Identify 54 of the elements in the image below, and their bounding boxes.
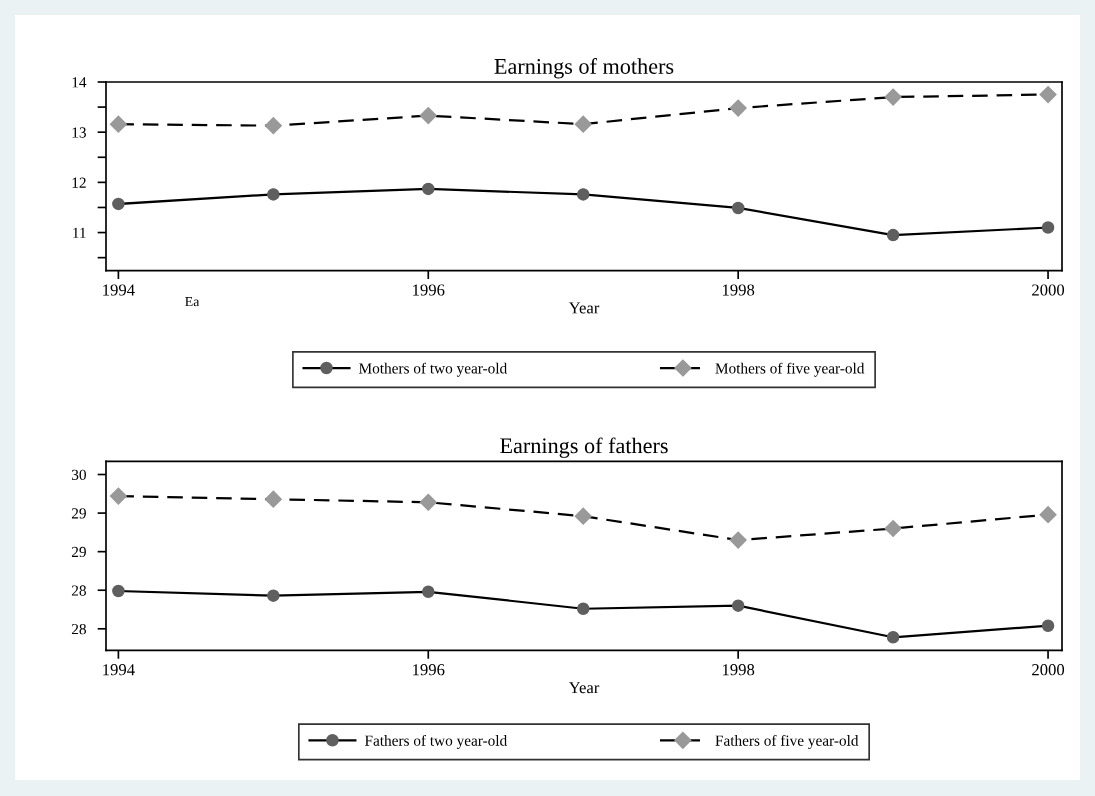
point — [729, 99, 747, 117]
point — [264, 117, 282, 135]
legend-label: Fathers of five year-old — [715, 734, 859, 749]
y-tick-label: 28 — [71, 585, 86, 596]
chart-title: Earnings of fathers — [500, 437, 668, 458]
point — [1041, 221, 1055, 234]
point — [574, 507, 592, 525]
y-tick-label: 11 — [73, 227, 86, 238]
x-tick-label: 2000 — [1032, 664, 1065, 676]
point — [422, 182, 435, 196]
chart-title: Earnings of mothers — [494, 58, 674, 79]
point — [1039, 506, 1057, 524]
point — [1041, 619, 1055, 632]
legend-label: Mothers of two year-old — [359, 362, 508, 377]
point — [112, 197, 125, 211]
point — [884, 519, 902, 538]
y-tick-label: 29 — [71, 508, 86, 519]
point — [109, 115, 127, 133]
x-tick-label: 1998 — [722, 664, 755, 676]
point — [574, 115, 592, 133]
point — [731, 201, 745, 215]
x-axis-title: Year — [568, 682, 600, 694]
point — [112, 584, 125, 598]
x-tick-label: 1996 — [413, 664, 445, 676]
x-tick-label: 2000 — [1032, 284, 1065, 296]
y-tick-label: 12 — [72, 177, 86, 188]
x-tick-label: 1994 — [103, 664, 135, 676]
point — [264, 490, 282, 508]
y-tick-label: 14 — [72, 77, 87, 88]
point — [884, 88, 902, 106]
legend-label: Fathers of two year-old — [364, 734, 508, 749]
point — [576, 188, 590, 201]
x-axis-title: Year — [568, 302, 600, 314]
point — [267, 188, 280, 201]
y-tick-label: 29 — [71, 546, 86, 558]
point — [419, 107, 437, 125]
text: Ea — [185, 297, 200, 307]
x-tick-label: 1994 — [103, 284, 135, 296]
legend-label: Mothers of five year-old — [715, 362, 865, 377]
point — [886, 228, 900, 242]
point — [886, 631, 900, 644]
y-tick-label: 13 — [72, 127, 86, 138]
point — [1039, 85, 1057, 104]
x-tick-label: 1998 — [722, 284, 755, 296]
y-tick-label: 28 — [71, 623, 86, 635]
y-tick-label: 30 — [72, 469, 86, 480]
point — [109, 487, 127, 505]
point — [419, 493, 437, 511]
point — [729, 531, 747, 549]
point — [422, 585, 435, 599]
x-tick-label: 1996 — [413, 284, 445, 296]
point — [731, 599, 745, 612]
point — [576, 602, 590, 615]
point — [267, 589, 280, 602]
